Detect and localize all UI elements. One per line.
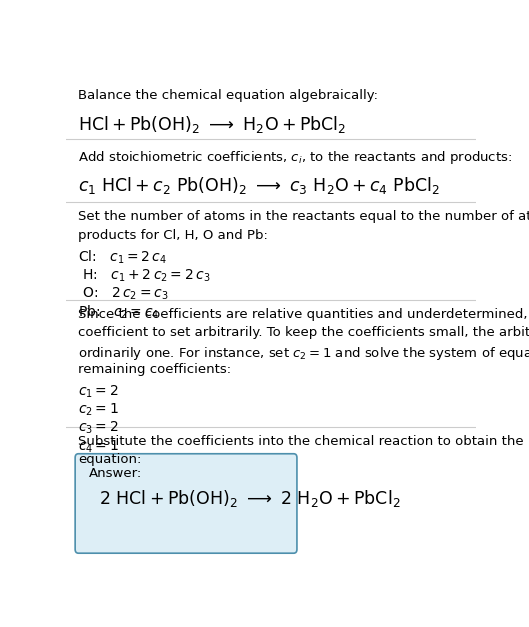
Text: Since the coefficients are relative quantities and underdetermined, choose a: Since the coefficients are relative quan… xyxy=(78,308,529,321)
Text: $c_3 = 2$: $c_3 = 2$ xyxy=(78,420,119,436)
Text: $\mathrm{HCl + Pb(OH)_2 \ \longrightarrow \ H_2O + PbCl_2}$: $\mathrm{HCl + Pb(OH)_2 \ \longrightarro… xyxy=(78,114,346,135)
Text: H:   $c_1 + 2\,c_2 = 2\,c_3$: H: $c_1 + 2\,c_2 = 2\,c_3$ xyxy=(78,267,211,284)
Text: $c_1 = 2$: $c_1 = 2$ xyxy=(78,383,119,399)
Text: O:   $2\,c_2 = c_3$: O: $2\,c_2 = c_3$ xyxy=(78,286,169,302)
Text: Substitute the coefficients into the chemical reaction to obtain the balanced: Substitute the coefficients into the che… xyxy=(78,435,529,448)
Text: remaining coefficients:: remaining coefficients: xyxy=(78,363,232,376)
Text: equation:: equation: xyxy=(78,453,142,466)
Text: Set the number of atoms in the reactants equal to the number of atoms in the: Set the number of atoms in the reactants… xyxy=(78,211,529,223)
Text: Cl:   $c_1 = 2\,c_4$: Cl: $c_1 = 2\,c_4$ xyxy=(78,249,167,266)
Text: coefficient to set arbitrarily. To keep the coefficients small, the arbitrary va: coefficient to set arbitrarily. To keep … xyxy=(78,326,529,339)
Text: Add stoichiometric coefficients, $c_i$, to the reactants and products:: Add stoichiometric coefficients, $c_i$, … xyxy=(78,149,513,166)
Text: products for Cl, H, O and Pb:: products for Cl, H, O and Pb: xyxy=(78,229,268,242)
Text: Answer:: Answer: xyxy=(89,467,142,480)
Text: $c_1\ \mathrm{HCl} + c_2\ \mathrm{Pb(OH)_2} \ \longrightarrow \ c_3\ \mathrm{H_2: $c_1\ \mathrm{HCl} + c_2\ \mathrm{Pb(OH)… xyxy=(78,175,440,196)
Text: $c_2 = 1$: $c_2 = 1$ xyxy=(78,402,119,418)
Text: $c_4 = 1$: $c_4 = 1$ xyxy=(78,438,119,455)
FancyBboxPatch shape xyxy=(75,454,297,553)
Text: Balance the chemical equation algebraically:: Balance the chemical equation algebraica… xyxy=(78,89,378,102)
Text: $\mathrm{2\ HCl + Pb(OH)_2 \ \longrightarrow \ 2\ H_2O + PbCl_2}$: $\mathrm{2\ HCl + Pb(OH)_2 \ \longrighta… xyxy=(99,488,400,509)
Text: Pb:   $c_2 = c_4$: Pb: $c_2 = c_4$ xyxy=(78,304,160,322)
Text: ordinarily one. For instance, set $c_2 = 1$ and solve the system of equations fo: ordinarily one. For instance, set $c_2 =… xyxy=(78,345,529,362)
